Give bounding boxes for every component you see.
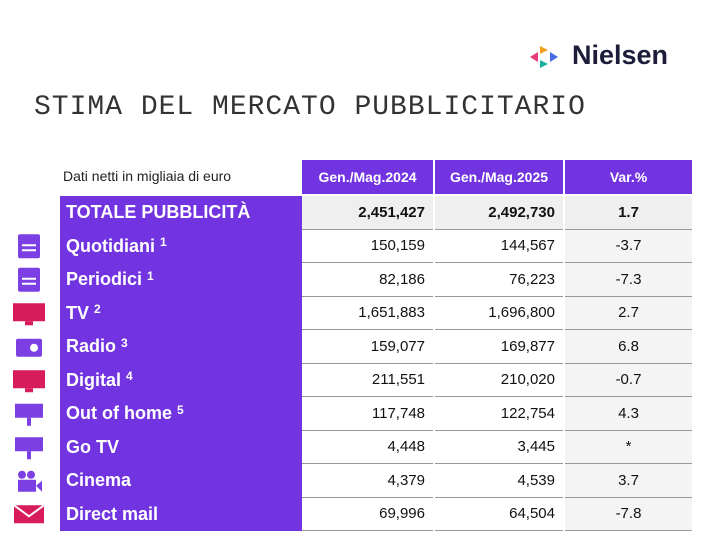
cell: *: [565, 430, 692, 464]
cell: 117,748: [302, 397, 433, 431]
icon: [18, 470, 26, 479]
logo-mark: [530, 46, 558, 68]
footnote: 5: [177, 402, 184, 417]
row-label: Digital: [66, 369, 122, 390]
cell: 1,651,883: [302, 297, 433, 330]
icon: [18, 479, 36, 492]
cell: 64,504: [435, 498, 563, 531]
cell: 169,877: [435, 330, 563, 364]
icon: [36, 480, 42, 492]
cell: 2.7: [565, 296, 692, 330]
column-header: Gen./Mag.2024: [302, 160, 433, 194]
cell: -3.7: [565, 229, 692, 263]
row-label: Direct mail: [66, 503, 159, 524]
icon: [25, 321, 33, 326]
cell: 3.7: [565, 464, 692, 498]
row-label: Periodici: [66, 269, 143, 290]
row-name: Periodici 1: [60, 263, 302, 297]
row-name: TV 2: [60, 296, 302, 330]
cell: -7.8: [565, 497, 692, 531]
cell: -7.3: [565, 263, 692, 297]
cell: 211,551: [302, 364, 433, 397]
footnote: 2: [94, 302, 101, 317]
row-label: Quotidiani: [66, 235, 155, 256]
icon: [15, 403, 43, 418]
icon: [22, 244, 36, 247]
row-name: TOTALE PUBBLICITÀ: [60, 196, 302, 230]
icon: [27, 470, 35, 479]
cell: 82,186: [302, 263, 433, 297]
cell: 6.8: [565, 330, 692, 364]
cell: 150,159: [302, 230, 433, 263]
icon: [27, 417, 31, 426]
cell: 122,754: [435, 397, 563, 431]
cell: 144,567: [435, 230, 563, 263]
logo: Nielsen: [572, 40, 669, 70]
cell: 4,448: [302, 431, 433, 464]
icon: [22, 277, 36, 280]
cell: 2,492,730: [435, 196, 563, 230]
row-name: Go TV: [60, 430, 302, 464]
row-name: Out of home 5: [60, 397, 302, 431]
row-name: Direct mail: [60, 497, 302, 531]
cell: -0.7: [565, 363, 692, 397]
cell: 69,996: [302, 498, 433, 531]
row-name: Cinema: [60, 464, 302, 498]
icons: [13, 234, 45, 524]
row-label: Radio: [66, 336, 117, 357]
icon: [30, 343, 38, 352]
cell: 76,223: [435, 263, 563, 297]
icon: [13, 303, 45, 322]
cell: 3,445: [435, 431, 563, 464]
icon: [25, 388, 33, 393]
row-name: Digital 4: [60, 363, 302, 397]
icon: [16, 338, 42, 357]
title: STIMA DEL MERCATO PUBBLICITARIO: [34, 92, 586, 123]
cell: 159,077: [302, 330, 433, 364]
row-label: TV: [66, 302, 90, 323]
footnote: 1: [160, 235, 167, 250]
icon: [22, 282, 36, 285]
cell: 4,539: [435, 464, 563, 498]
cell: 1,696,800: [435, 297, 563, 330]
row-name: Radio 3: [60, 330, 302, 364]
cell: 210,020: [435, 364, 563, 397]
icon: [13, 370, 45, 389]
row-label: Out of home: [66, 403, 172, 424]
cell: 4,379: [302, 464, 433, 498]
cell: 1.7: [565, 196, 692, 230]
row-label: Go TV: [66, 436, 119, 457]
row-name: Quotidiani 1: [60, 229, 302, 263]
row-label: Cinema: [66, 470, 132, 491]
footnote: 1: [147, 268, 154, 283]
column-header: Gen./Mag.2025: [435, 160, 563, 194]
footnote: 3: [121, 335, 128, 350]
cell: 2,451,427: [302, 196, 433, 230]
icon: [15, 437, 43, 452]
icon: [13, 504, 45, 518]
row-label: TOTALE PUBBLICITÀ: [66, 202, 251, 223]
note: Dati netti in migliaia di euro: [63, 168, 232, 184]
footnote: 4: [126, 369, 133, 384]
cell: 4.3: [565, 397, 692, 431]
icon: [22, 249, 36, 252]
column-header: Var.%: [565, 160, 692, 194]
icon: [27, 451, 31, 460]
